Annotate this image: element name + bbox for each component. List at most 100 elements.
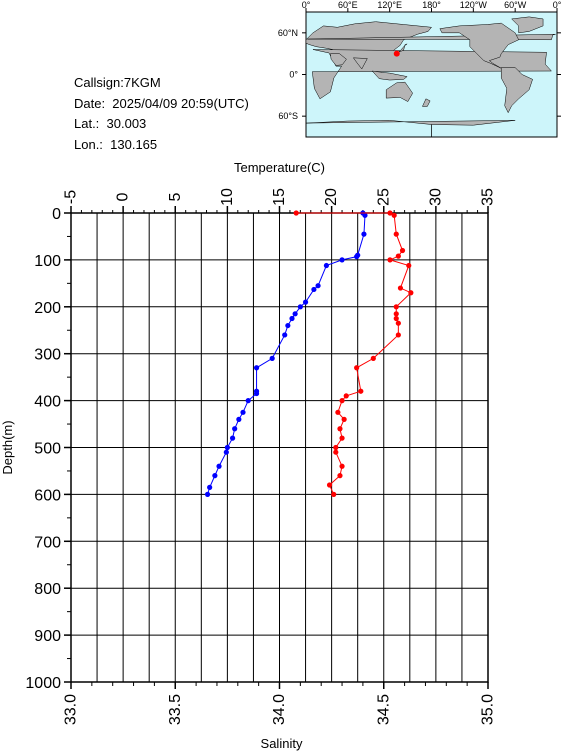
temperature-tick-label: 0 [115,192,132,201]
salinity-tick-label: 34.5 [375,694,392,725]
salinity-point [393,311,399,317]
land-greenland [511,16,544,34]
temperature-point [362,212,368,218]
date-text: Date: 2025/04/09 20:59(UTC) [74,95,249,111]
grid [70,212,489,683]
salinity-point [393,231,399,237]
map-lon-label: 0° [302,0,311,10]
land-arabia [330,53,347,66]
temperature-point [282,332,288,338]
land-africa [311,49,552,100]
depth-tick-label: 1000 [25,675,61,692]
temperature-point [245,398,251,404]
salinity-point [333,444,339,451]
temperature-point [292,311,298,317]
land-south-america [500,67,533,114]
temperature-tick-label: 15 [271,188,288,206]
land-india [352,57,368,70]
map-lon-label: 120°E [377,0,402,10]
temperature-point [339,257,345,263]
latitude-text: Lat.: 30.003 [74,116,147,131]
land-indonesia [371,70,408,81]
salinity-point [399,247,406,254]
temperature-point [285,322,291,329]
salinity-point [331,491,337,497]
depth-tick-label: 0 [52,206,61,223]
salinity-point [339,435,345,441]
land-antarctica [305,120,516,138]
salinity-series [293,210,414,497]
salinity-tick-label: 34.0 [271,694,288,725]
temperature-series [204,210,368,497]
salinity-point [387,210,393,216]
salinity-point [326,482,333,488]
salinity-point [339,398,345,404]
temperature-point [236,416,242,422]
salinity-tick-label: 33.5 [167,694,184,725]
salinity-point [354,365,360,371]
salinity-point [408,290,414,296]
temperature-point [253,365,260,371]
map-lon-label: 180° [422,0,441,10]
salinity-tick-label: 35.0 [480,694,497,725]
depth-tick-label: 800 [34,581,61,598]
temperature-point [323,262,330,269]
depth-tick-label: 900 [34,628,61,645]
salinity-point [393,304,399,310]
salinity-point [395,253,401,259]
salinity-point [337,426,343,432]
salinity-point [391,212,397,218]
longitude-text: Lon.: 130.165 [74,136,158,152]
station-info: Callsign:7KGM Date: 2025/04/09 20:59(UTC… [74,73,249,155]
map-lon-label: 120°W [460,0,488,10]
salinity-point [370,355,376,361]
map-lat-label: 60°S [278,111,298,121]
temperature-tick-label: 5 [167,192,184,201]
temperature-tick-label: 10 [219,188,236,206]
land-japan [396,43,408,54]
depth-tick-label: 600 [34,487,61,504]
depth-axis-label: Depth(m) [0,420,15,474]
map-lat-label: 0° [289,70,298,80]
temperature-axis-label: Temperature(C) [234,160,325,175]
salinity-point [343,393,349,399]
land-nz [422,98,431,107]
temperature-point [289,315,295,322]
depth-tick-label: 300 [34,347,61,364]
temperature-tick-label: 30 [427,188,444,206]
salinity-point [387,257,393,263]
temperature-tick-label: 20 [323,188,340,206]
temperature-tick-label: 25 [375,188,392,206]
salinity-point [293,210,299,216]
temperature-point [212,473,218,479]
temperature-point [240,409,246,415]
salinity-tick-label: 33.0 [63,694,80,725]
temperature-point [224,444,230,451]
temperature-point [302,299,309,305]
salinity-axis-label: Salinity [261,736,303,751]
temperature-point [354,254,360,260]
salinity-point [395,320,401,326]
temperature-point [311,286,317,293]
temperature-point [229,435,236,441]
salinity-point [358,388,364,394]
salinity-point [335,409,341,415]
map-lat-label: 60°N [278,28,298,38]
temperature-tick-label: -5 [63,190,80,204]
land-australia [385,81,413,102]
salinity-point [397,285,404,291]
callsign-text: Callsign:7KGM [74,75,161,90]
salinity-point [337,473,343,479]
temperature-point [223,449,229,455]
land-north-america [439,22,519,69]
salinity-point [393,315,399,322]
temperature-point [216,463,222,469]
salinity-point [333,449,339,455]
temperature-point [269,355,275,361]
station-marker [393,50,400,57]
depth-tick-label: 100 [34,253,61,270]
salinity-point [406,262,412,269]
temperature-point [232,426,238,432]
temperature-point [315,283,321,289]
